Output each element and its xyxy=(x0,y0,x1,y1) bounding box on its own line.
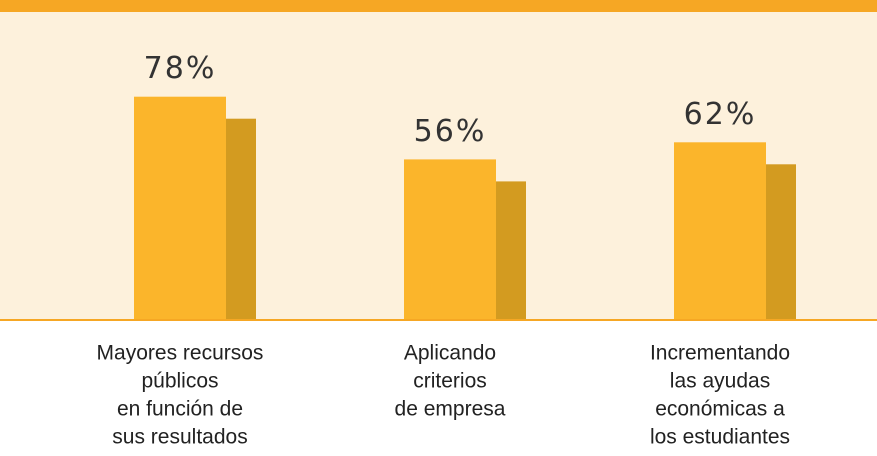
category-label: Incrementando xyxy=(650,342,790,365)
category-label: de empresa xyxy=(395,398,506,421)
value-label: 56% xyxy=(414,114,487,149)
category-label: los estudiantes xyxy=(650,426,790,449)
category-label: públicos xyxy=(141,370,218,393)
value-label: 78% xyxy=(144,51,217,86)
category-label: en función de xyxy=(117,398,243,421)
value-label: 62% xyxy=(684,97,757,132)
category-label: Aplicando xyxy=(404,342,496,365)
category-label: económicas a xyxy=(655,398,785,421)
bar-side xyxy=(226,118,256,319)
category-label: criterios xyxy=(413,370,487,393)
bar xyxy=(134,96,226,319)
bar-side xyxy=(766,164,796,319)
bar-side xyxy=(496,181,526,319)
top-band xyxy=(0,0,877,12)
bar xyxy=(674,142,766,319)
category-label: sus resultados xyxy=(112,426,247,449)
category-label: las ayudas xyxy=(670,370,770,393)
bar xyxy=(404,159,496,319)
category-label: Mayores recursos xyxy=(97,342,264,365)
